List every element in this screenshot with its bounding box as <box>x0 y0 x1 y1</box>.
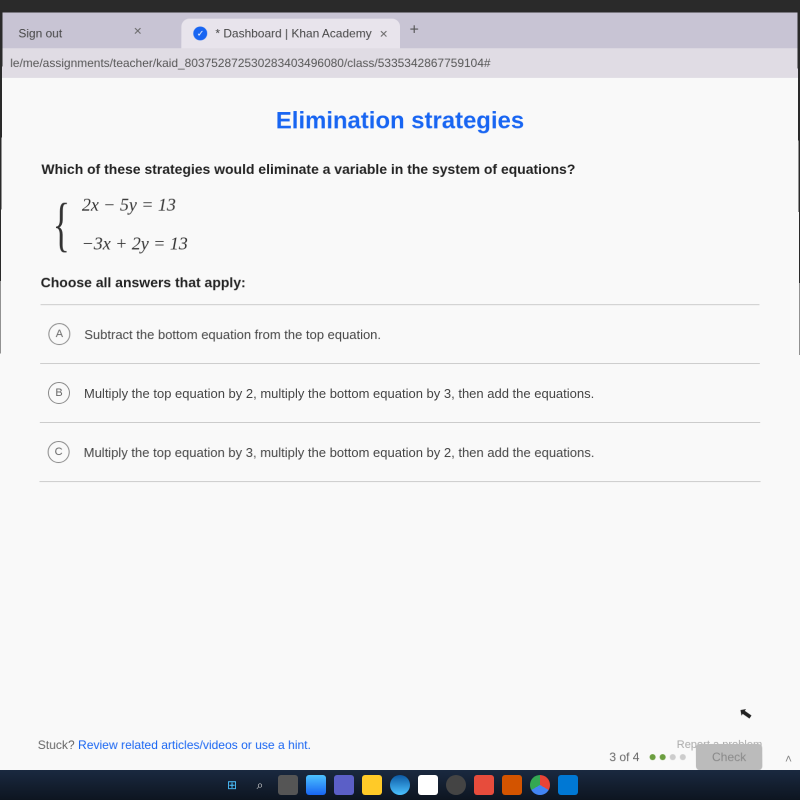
app-icon[interactable] <box>502 775 522 795</box>
taskview-icon[interactable] <box>278 775 298 795</box>
close-icon[interactable]: × <box>380 26 388 42</box>
option-text: Multiply the top equation by 3, multiply… <box>84 445 595 460</box>
url-bar[interactable]: le/me/assignments/teacher/kaid_803752872… <box>2 48 798 78</box>
tab-label: Sign out <box>18 27 62 41</box>
dot-icon <box>650 754 656 760</box>
answer-option-c[interactable]: C Multiply the top equation by 3, multip… <box>39 423 760 482</box>
page-title: Elimination strategies <box>42 108 759 136</box>
check-button[interactable]: Check <box>696 744 763 770</box>
equation-system: { 2x − 5y = 13 −3x + 2y = 13 <box>47 195 759 255</box>
dot-icon <box>680 754 686 760</box>
cursor-icon: ⬉ <box>737 702 754 724</box>
tab-dashboard[interactable]: ✓ * Dashboard | Khan Academy × <box>182 19 400 49</box>
search-icon[interactable]: ⌕ <box>250 775 270 795</box>
option-letter: B <box>48 382 70 404</box>
equation-1: 2x − 5y = 13 <box>82 195 188 216</box>
option-text: Subtract the bottom equation from the to… <box>84 327 381 342</box>
tab-signout[interactable]: Sign out <box>6 19 74 49</box>
stuck-hint: Stuck? Review related articles/videos or… <box>38 738 311 752</box>
tray-caret-icon[interactable]: ˄ <box>785 752 792 766</box>
option-text: Multiply the top equation by 2, multiply… <box>84 386 594 401</box>
settings-icon[interactable] <box>558 775 578 795</box>
teams-icon[interactable] <box>334 775 354 795</box>
tab-label: * Dashboard | Khan Academy <box>215 27 371 41</box>
close-icon[interactable]: × <box>134 23 142 39</box>
instruction-text: Choose all answers that apply: <box>41 274 760 290</box>
store-icon[interactable] <box>418 775 438 795</box>
explorer-icon[interactable] <box>362 775 382 795</box>
question-text: Which of these strategies would eliminat… <box>41 161 758 177</box>
option-letter: C <box>48 441 70 463</box>
new-tab-button[interactable]: + <box>400 18 429 44</box>
laptop-screen: Sign out × ✓ * Dashboard | Khan Academy … <box>0 13 800 773</box>
khan-icon: ✓ <box>194 27 208 41</box>
answer-list: A Subtract the bottom equation from the … <box>39 304 760 482</box>
answer-option-a[interactable]: A Subtract the bottom equation from the … <box>40 305 760 364</box>
app-icon[interactable] <box>446 775 466 795</box>
windows-taskbar[interactable]: ⊞ ⌕ <box>0 770 800 800</box>
progress-text: 3 of 4 <box>609 750 639 764</box>
dot-icon <box>670 754 676 760</box>
option-letter: A <box>48 323 70 345</box>
url-text: le/me/assignments/teacher/kaid_803752872… <box>10 56 490 70</box>
widgets-icon[interactable] <box>306 775 326 795</box>
app-icon[interactable] <box>474 775 494 795</box>
progress-dots <box>650 754 686 760</box>
edge-icon[interactable] <box>390 775 410 795</box>
chrome-icon[interactable] <box>530 775 550 795</box>
browser-chrome: Sign out × ✓ * Dashboard | Khan Academy … <box>2 13 798 78</box>
equation-2: −3x + 2y = 13 <box>82 234 188 255</box>
page-content: Elimination strategies Which of these st… <box>0 78 800 772</box>
answer-option-b[interactable]: B Multiply the top equation by 2, multip… <box>40 364 760 423</box>
tab-bar: Sign out × ✓ * Dashboard | Khan Academy … <box>2 13 797 49</box>
progress-indicator: 3 of 4 Check <box>609 744 762 770</box>
start-icon[interactable]: ⊞ <box>222 775 242 795</box>
brace-icon: { <box>53 195 71 255</box>
dot-icon <box>660 754 666 760</box>
hint-link[interactable]: Review related articles/videos or use a … <box>78 738 311 752</box>
